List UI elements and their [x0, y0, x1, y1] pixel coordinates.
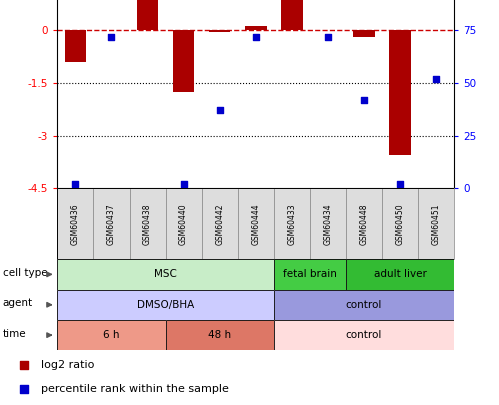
Bar: [173, 30, 195, 92]
FancyBboxPatch shape: [57, 188, 93, 259]
Text: GSM60440: GSM60440: [179, 203, 188, 245]
Bar: [353, 30, 375, 37]
Text: GSM60448: GSM60448: [359, 203, 368, 245]
Bar: [64, 30, 86, 62]
Text: control: control: [346, 330, 382, 340]
Point: [216, 107, 224, 114]
FancyBboxPatch shape: [238, 188, 274, 259]
Text: MSC: MSC: [154, 269, 177, 279]
Bar: [389, 30, 411, 155]
Text: control: control: [346, 300, 382, 310]
FancyBboxPatch shape: [93, 188, 130, 259]
FancyBboxPatch shape: [310, 188, 346, 259]
Text: time: time: [3, 328, 26, 339]
Bar: [281, 0, 302, 30]
Point: [180, 181, 188, 188]
Bar: [57, 188, 454, 259]
Text: 48 h: 48 h: [208, 330, 231, 340]
Point: [20, 386, 28, 392]
Point: [324, 34, 332, 40]
Text: log2 ratio: log2 ratio: [41, 360, 94, 369]
Text: DMSO/BHA: DMSO/BHA: [137, 300, 194, 310]
Text: 6 h: 6 h: [103, 330, 120, 340]
FancyBboxPatch shape: [166, 188, 202, 259]
Bar: [245, 26, 266, 30]
Point: [251, 34, 259, 40]
Text: GSM60442: GSM60442: [215, 203, 224, 245]
FancyBboxPatch shape: [274, 188, 310, 259]
Text: GSM60437: GSM60437: [107, 203, 116, 245]
Text: GSM60433: GSM60433: [287, 203, 296, 245]
Text: GSM60434: GSM60434: [323, 203, 332, 245]
Bar: [209, 30, 231, 32]
Text: fetal brain: fetal brain: [283, 269, 337, 279]
Point: [20, 361, 28, 368]
Text: agent: agent: [3, 298, 33, 308]
Point: [107, 34, 115, 40]
FancyBboxPatch shape: [382, 188, 418, 259]
Text: GSM60451: GSM60451: [432, 203, 441, 245]
Text: GSM60438: GSM60438: [143, 203, 152, 245]
FancyBboxPatch shape: [346, 188, 382, 259]
Bar: [137, 0, 158, 30]
FancyBboxPatch shape: [130, 188, 166, 259]
Text: GSM60444: GSM60444: [251, 203, 260, 245]
Point: [432, 76, 440, 82]
Point: [396, 181, 404, 188]
Text: adult liver: adult liver: [374, 269, 427, 279]
Point: [71, 181, 79, 188]
Text: percentile rank within the sample: percentile rank within the sample: [41, 384, 229, 394]
Point: [360, 97, 368, 103]
FancyBboxPatch shape: [418, 188, 454, 259]
Text: GSM60450: GSM60450: [396, 203, 405, 245]
FancyBboxPatch shape: [202, 188, 238, 259]
Text: cell type: cell type: [3, 268, 47, 278]
Text: GSM60436: GSM60436: [71, 203, 80, 245]
